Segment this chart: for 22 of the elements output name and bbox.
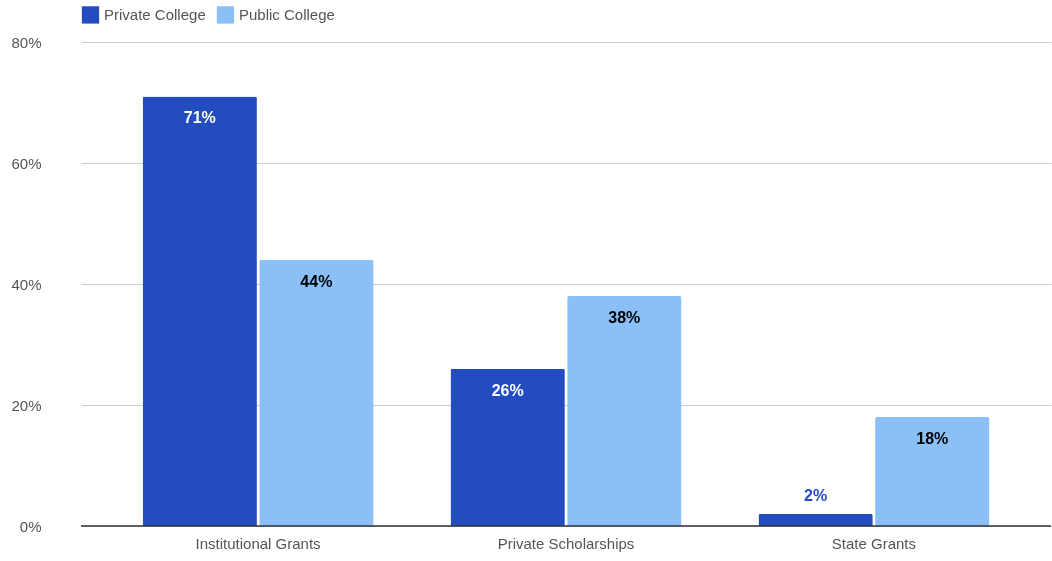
y-tick-label: 20% [11, 396, 42, 414]
data-label: 2% [804, 486, 828, 504]
legend-label: Private College [104, 5, 206, 23]
bar [142, 96, 257, 526]
data-label: 71% [183, 109, 216, 127]
bar [259, 259, 374, 526]
data-label: 18% [916, 430, 949, 448]
x-tick-label: Private Scholarships [497, 534, 635, 552]
data-label: 38% [608, 309, 641, 327]
data-label: 44% [300, 272, 333, 290]
legend-label: Public College [239, 5, 335, 23]
bar [450, 368, 565, 526]
bar [875, 417, 990, 526]
data-label: 26% [491, 381, 524, 399]
x-tick-label: State Grants [831, 534, 917, 552]
y-tick-label: 0% [19, 517, 42, 535]
y-tick-label: 60% [11, 154, 42, 172]
y-tick-label: 40% [11, 275, 42, 293]
y-tick-label: 80% [11, 33, 42, 51]
x-tick-label: Institutional Grants [195, 534, 321, 552]
bar [567, 296, 682, 526]
bar [758, 513, 873, 526]
